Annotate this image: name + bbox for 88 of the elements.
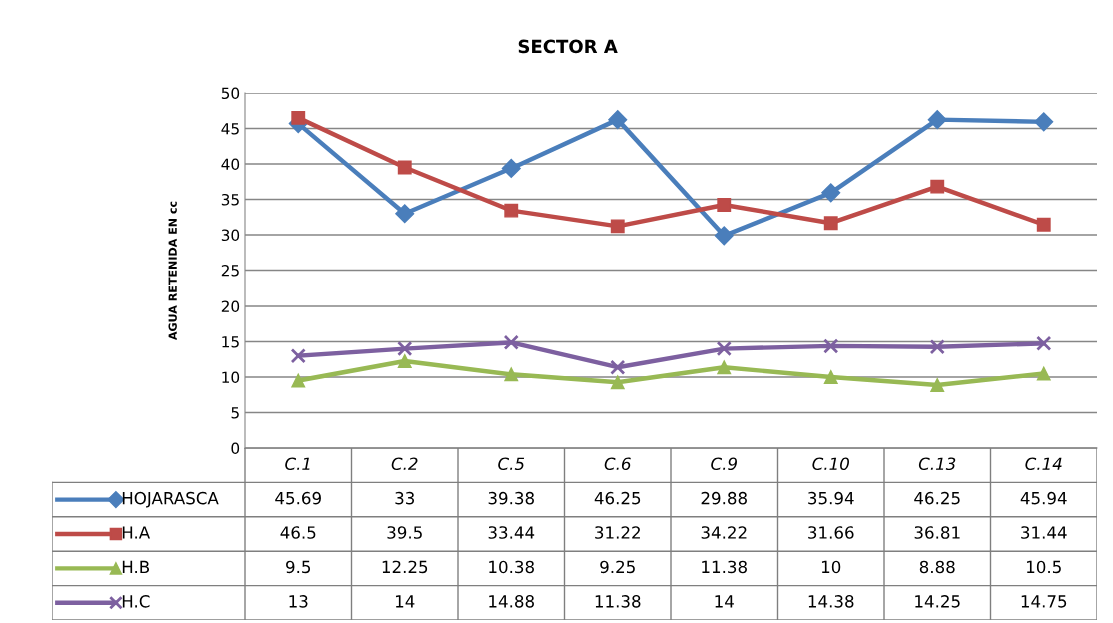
point xyxy=(610,375,625,390)
data-label: 33 xyxy=(395,491,415,505)
y-tick-label: 0 xyxy=(231,442,240,455)
legend-label: H.A xyxy=(122,526,151,539)
point xyxy=(610,219,625,234)
chart-title: SECTOR A xyxy=(518,39,618,54)
point xyxy=(1036,335,1052,351)
y-tick-label: 15 xyxy=(222,336,239,348)
point xyxy=(397,354,412,368)
data-label: 10.5 xyxy=(1027,560,1061,574)
data-label: 31.44 xyxy=(1021,526,1067,539)
point xyxy=(930,378,945,392)
data-label: 31.22 xyxy=(595,526,640,539)
legend-label: H.B xyxy=(122,560,150,573)
point xyxy=(714,226,734,246)
point xyxy=(397,340,413,357)
y-tick-label: 40 xyxy=(221,158,240,171)
y-tick-label: 5 xyxy=(231,407,239,419)
data-label: 11.38 xyxy=(702,560,747,574)
data-label: 46.5 xyxy=(280,526,316,539)
data-label: 8.88 xyxy=(919,560,955,574)
y-tick-label: 20 xyxy=(221,300,240,313)
point xyxy=(501,158,521,178)
data-label: 14.25 xyxy=(915,595,960,608)
point xyxy=(927,110,947,130)
y-tick-label: 45 xyxy=(221,123,239,135)
point xyxy=(291,110,306,125)
data-label: 45.69 xyxy=(275,491,321,505)
data-label: 29.88 xyxy=(701,491,747,505)
x-tick-label: C.14 xyxy=(1025,457,1062,471)
data-label: 36.81 xyxy=(914,526,960,539)
y-tick-label: 30 xyxy=(221,229,240,242)
point xyxy=(717,360,732,375)
data-label: 14.38 xyxy=(808,595,854,608)
data-label: 9.5 xyxy=(286,560,311,574)
x-tick-label: C.13 xyxy=(918,457,956,471)
data-label: 46.25 xyxy=(594,491,641,505)
point xyxy=(290,348,306,364)
data-label: 9.25 xyxy=(600,560,635,574)
point xyxy=(823,370,838,384)
data-label: 10 xyxy=(821,560,841,574)
point xyxy=(930,179,945,194)
data-label: 10.38 xyxy=(489,560,534,574)
point xyxy=(610,359,626,375)
point xyxy=(823,216,838,231)
data-label: 11.38 xyxy=(595,595,641,608)
y-tick-label: 35 xyxy=(221,193,239,206)
data-label: 39.5 xyxy=(387,526,422,539)
point xyxy=(717,198,732,212)
point xyxy=(821,183,841,203)
data-label: 12.25 xyxy=(382,560,428,574)
x-tick-label: C.6 xyxy=(604,457,631,471)
data-label: 14.75 xyxy=(1021,595,1067,608)
y-tick-label: 10 xyxy=(222,371,240,384)
point xyxy=(929,339,945,355)
x-tick-label: C.2 xyxy=(391,457,418,471)
point xyxy=(395,204,415,224)
data-label: 46.25 xyxy=(914,491,960,505)
point xyxy=(1036,217,1051,232)
x-tick-label: C.9 xyxy=(711,457,737,471)
data-label: 34.22 xyxy=(701,526,747,539)
point xyxy=(1036,366,1051,381)
point xyxy=(504,203,519,218)
point xyxy=(503,334,519,350)
data-label: 39.38 xyxy=(488,491,534,505)
data-label: 33.44 xyxy=(488,526,535,539)
data-label: 14.88 xyxy=(489,595,534,608)
legend-label: HOJARASCA xyxy=(122,491,219,508)
point xyxy=(291,373,306,388)
data-label: 14 xyxy=(395,595,415,608)
data-label: 35.94 xyxy=(808,491,854,505)
point xyxy=(1034,112,1054,132)
legend-label: H.C xyxy=(122,595,150,608)
x-tick-label: C.10 xyxy=(812,457,849,471)
data-label: 14 xyxy=(715,595,734,608)
x-tick-label: C.1 xyxy=(285,457,310,471)
data-label: 31.66 xyxy=(808,526,854,539)
point xyxy=(823,338,839,354)
x-tick-label: C.5 xyxy=(498,457,525,471)
y-tick-label: 25 xyxy=(221,264,239,277)
point xyxy=(608,110,628,130)
y-axis-title: AGUA RETENIDA EN cc xyxy=(168,201,177,341)
point xyxy=(716,340,732,357)
y-tick-label: 50 xyxy=(221,87,240,100)
point xyxy=(504,367,519,382)
data-label: 45.94 xyxy=(1020,491,1067,505)
data-label: 13 xyxy=(289,595,308,608)
point xyxy=(397,160,412,175)
